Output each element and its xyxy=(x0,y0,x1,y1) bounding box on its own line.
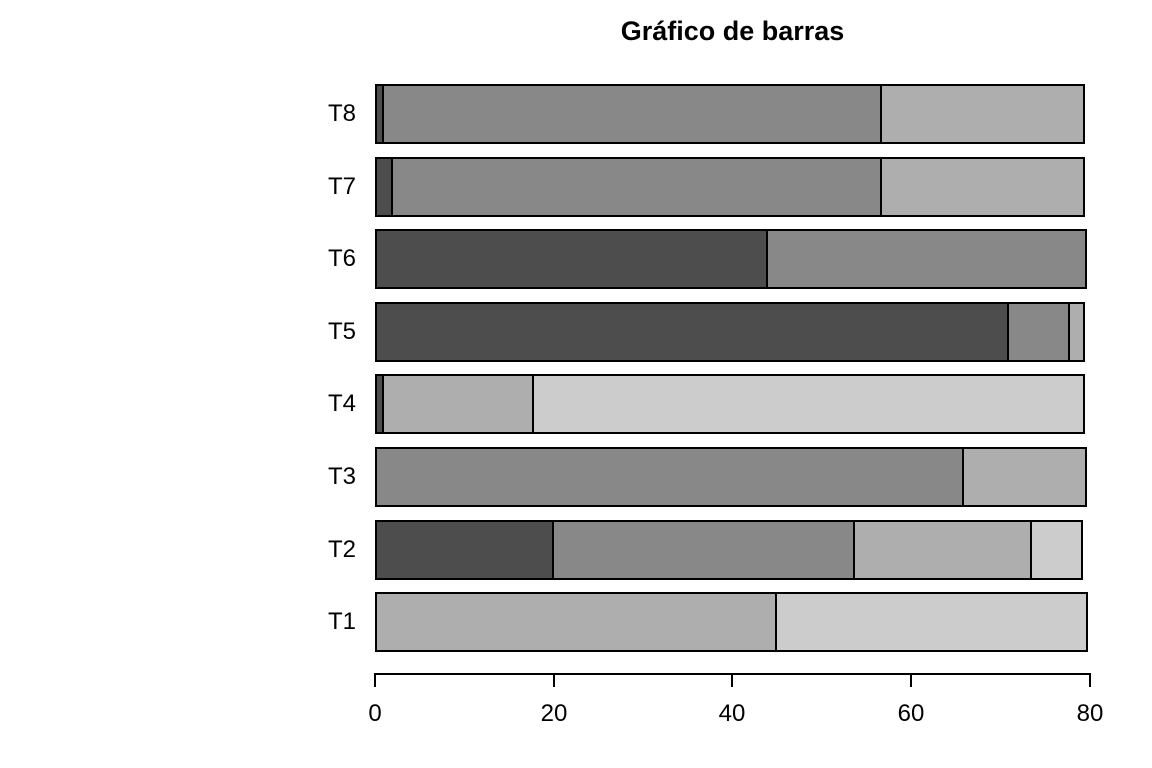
y-axis-label: T3 xyxy=(327,463,356,490)
bar-segments xyxy=(375,447,1088,507)
bar-segment segment-light xyxy=(962,447,1088,507)
bar-segment segment-dark xyxy=(551,520,856,580)
bar-segments xyxy=(375,592,1088,652)
bar-row-t5: T5 xyxy=(0,302,1152,362)
bar-row-t2: T2 xyxy=(0,520,1152,580)
bar-segments xyxy=(375,520,1084,580)
chart-title: Gráfico de barras xyxy=(620,16,845,46)
x-axis-tick-label: 60 xyxy=(897,700,925,727)
y-axis-label: T2 xyxy=(327,536,356,563)
x-axis-tick xyxy=(731,675,733,687)
bar-segment segment-dark xyxy=(765,229,1088,289)
bar-segments xyxy=(375,84,1086,144)
bar-segment segment-dark xyxy=(390,157,883,217)
bar-segment segment-dark xyxy=(375,447,965,507)
bar-segment segment-light xyxy=(853,520,1032,580)
x-axis-tick-label: 0 xyxy=(368,700,382,727)
bar-segment segment-dark xyxy=(1007,302,1070,362)
bar-segments xyxy=(375,157,1086,217)
bar-segment segment-lightest xyxy=(774,592,1088,652)
bar-segment segment-lightest xyxy=(1029,520,1084,580)
y-axis-label: T7 xyxy=(327,173,356,200)
y-axis-label: T6 xyxy=(327,245,356,272)
bar-segment segment-lightest xyxy=(531,374,1086,434)
bar-row-t3: T3 xyxy=(0,447,1152,507)
bar-segment segment-dark xyxy=(381,84,883,144)
y-axis-label: T1 xyxy=(327,608,356,635)
bar-segment segment-light xyxy=(880,157,1086,217)
bar-segment segment-light xyxy=(375,592,777,652)
bar-segment segment-light xyxy=(381,374,534,434)
x-axis-tick xyxy=(1089,675,1091,687)
y-axis-label: T4 xyxy=(327,390,356,417)
bar-segments xyxy=(375,374,1086,434)
bar-row-t7: T7 xyxy=(0,157,1152,217)
x-axis-tick xyxy=(910,675,912,687)
x-axis-line xyxy=(374,673,1091,675)
bar-segment segment-darkest xyxy=(375,302,1010,362)
bar-segment segment-darkest xyxy=(375,520,554,580)
x-axis-tick-label: 40 xyxy=(718,700,746,727)
bar-segment segment-light xyxy=(1067,302,1086,362)
bar-row-t8: T8 xyxy=(0,84,1152,144)
bar-segments xyxy=(375,229,1088,289)
bar-row-t6: T6 xyxy=(0,229,1152,289)
x-axis-tick-label: 80 xyxy=(1076,700,1104,727)
bar-segment segment-light xyxy=(880,84,1086,144)
bar-row-t4: T4 xyxy=(0,374,1152,434)
x-axis-tick xyxy=(374,675,376,687)
bar-segments xyxy=(375,302,1086,362)
bar-row-t1: T1 xyxy=(0,592,1152,652)
y-axis-label: T5 xyxy=(327,318,356,345)
y-axis-label: T8 xyxy=(327,100,356,127)
x-axis-tick-label: 20 xyxy=(540,700,568,727)
x-axis-tick xyxy=(553,675,555,687)
bar-segment segment-darkest xyxy=(375,229,768,289)
